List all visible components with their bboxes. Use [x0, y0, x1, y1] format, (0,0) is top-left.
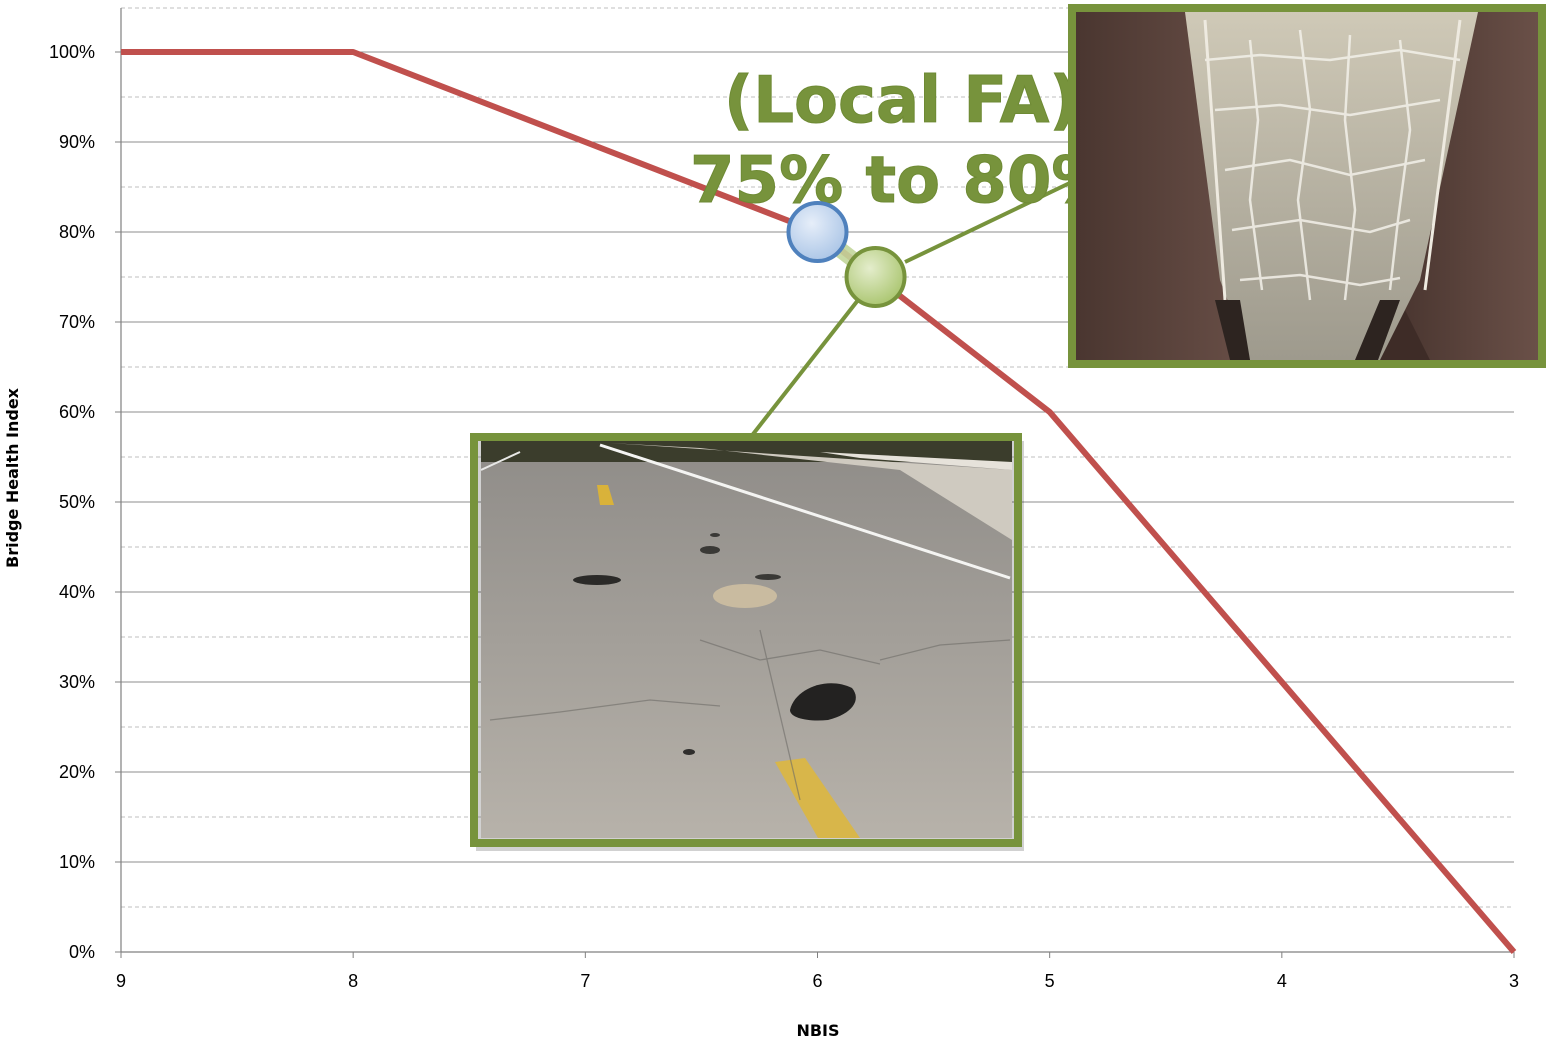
y-tick-label: 30%: [59, 672, 95, 692]
x-tick-label: 3: [1509, 971, 1519, 991]
bridge-road-surface-photo: [470, 433, 1024, 851]
y-axis-title: Bridge Health Index: [3, 387, 22, 568]
y-tick-label: 100%: [49, 42, 95, 62]
x-tick-label: 4: [1277, 971, 1287, 991]
y-tick-label: 0%: [69, 942, 95, 962]
connector-to-deck-photo: [904, 178, 1077, 264]
bridge-underside-deck-photo: [1068, 4, 1546, 368]
x-tick-label: 5: [1045, 971, 1055, 991]
marker-80-percent: [786, 201, 849, 263]
callout-connectors: [748, 178, 1077, 440]
x-axis-ticks: 9 8 7 6 5 4 3: [116, 952, 1519, 991]
x-tick-label: 9: [116, 971, 126, 991]
y-tick-label: 40%: [59, 582, 95, 602]
y-tick-label: 20%: [59, 762, 95, 782]
markers: [786, 201, 907, 308]
y-tick-label: 50%: [59, 492, 95, 512]
x-axis-title: NBIS: [796, 1021, 839, 1040]
x-tick-label: 8: [348, 971, 358, 991]
y-tick-label: 80%: [59, 222, 95, 242]
annotation-line-1: (Local FA): [724, 64, 1079, 138]
callout-annotation: (Local FA) 75% to 80%: [690, 64, 1117, 219]
y-tick-label: 60%: [59, 402, 95, 422]
y-tick-label: 90%: [59, 132, 95, 152]
y-tick-label: 10%: [59, 852, 95, 872]
x-tick-label: 7: [580, 971, 590, 991]
connector-to-road-photo: [748, 293, 864, 440]
marker-75-percent: [844, 246, 907, 308]
x-tick-label: 6: [812, 971, 822, 991]
y-tick-label: 70%: [59, 312, 95, 332]
y-axis-ticks: 0% 10% 20% 30% 40% 50% 60% 70% 80% 90% 100%: [49, 42, 121, 962]
annotation-line-2: 75% to 80%: [690, 144, 1116, 218]
